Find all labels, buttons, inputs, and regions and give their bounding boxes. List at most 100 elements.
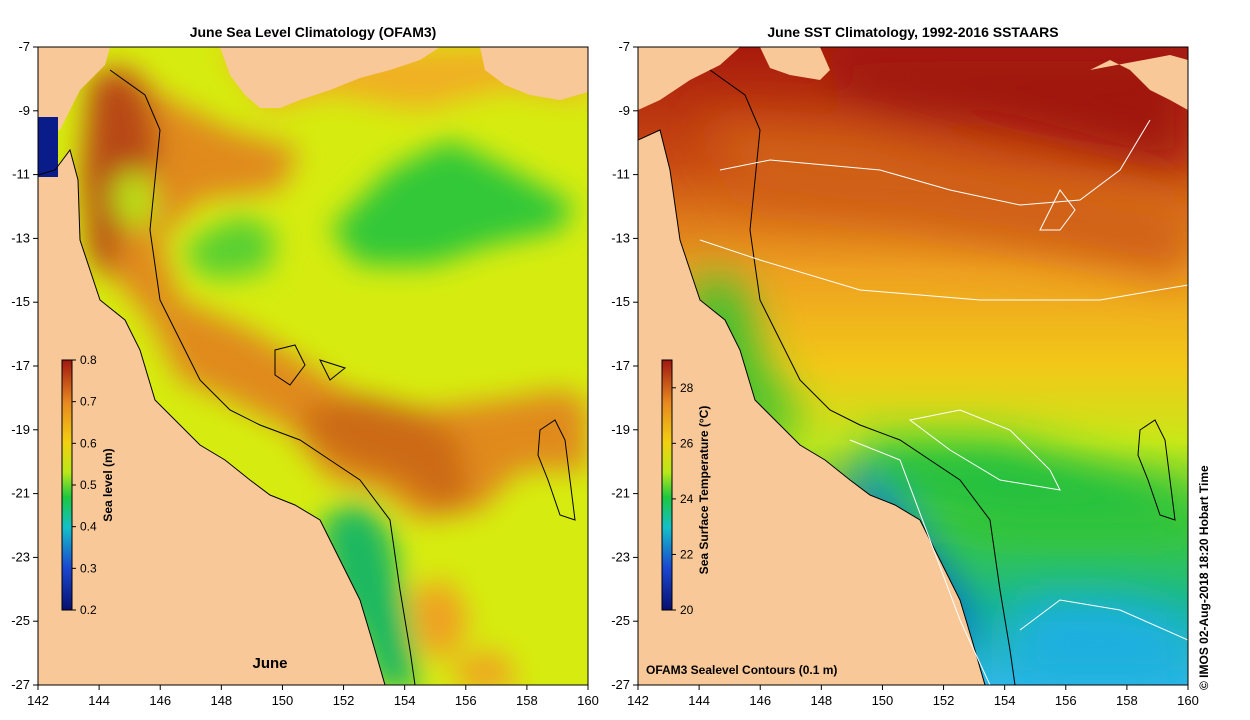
- sealevel-cape-york-low: [112, 170, 160, 235]
- sea-level-map: [38, 47, 588, 685]
- land-queensland: [638, 130, 985, 685]
- land-islands-east: [480, 47, 588, 100]
- left-x-tick-label: 150: [272, 693, 294, 708]
- left-y-tick-label: -7: [18, 39, 30, 54]
- left-x-tick-label: 160: [577, 693, 599, 708]
- sea-level-colorbar-label: Sea level (m): [101, 448, 115, 521]
- right-x-tick-label: 152: [933, 693, 955, 708]
- right-y-tick-label: -21: [611, 486, 630, 501]
- colorbar-tick-label: 0.8: [80, 353, 97, 367]
- sealevel-contour-6: [1019, 599, 1188, 641]
- right-y-tick-label: -11: [612, 167, 630, 182]
- colorbar-tick-label: 22: [680, 547, 694, 561]
- colorbar-tick-label: 0.6: [80, 436, 97, 450]
- left-y-tick-label: -17: [11, 358, 30, 373]
- left-y-tick-label: -27: [11, 677, 30, 692]
- left-y-tick-label: -15: [11, 294, 30, 309]
- sealevel-contour-4: [908, 409, 1061, 491]
- left-x-tick-label: 154: [394, 693, 416, 708]
- sealevel-southern-high-1: [410, 580, 470, 660]
- left-y-tick-label: -21: [11, 486, 30, 501]
- right-x-tick-label: 148: [810, 693, 832, 708]
- right-y-tick-label: -13: [611, 230, 630, 245]
- land-queensland: [38, 150, 385, 685]
- reef-outline-east: [1137, 419, 1176, 521]
- reef-outline-east: [537, 419, 576, 521]
- contours-label: OFAM3 Sealevel Contours (0.1 m): [646, 663, 837, 677]
- right-y-tick-label: -7: [618, 39, 630, 54]
- colorbar-tick-label: 24: [680, 492, 694, 506]
- sst-green-band: [860, 440, 1188, 530]
- left-x-tick-label: 142: [27, 693, 49, 708]
- right-y-tick-label: -9: [618, 103, 630, 118]
- coastline: [638, 129, 986, 685]
- left-x-tick-label: 148: [210, 693, 232, 708]
- reef-outline-central: [274, 344, 347, 386]
- sealevel-gulf-low: [185, 215, 275, 280]
- left-y-tick-label: -13: [11, 230, 30, 245]
- right-x-tick-label: 142: [627, 693, 649, 708]
- land-islands-east: [1090, 55, 1188, 110]
- left-title: June Sea Level Climatology (OFAM3): [190, 24, 437, 40]
- sst-colorbar: 28 26 24 22 20 Sea Surface Temperature (°C): [661, 359, 711, 617]
- right-x-tick-label: 150: [872, 693, 894, 708]
- coastline: [38, 148, 386, 685]
- right-x-tick-label: 158: [1116, 693, 1138, 708]
- colorbar-tick-label: 28: [680, 381, 694, 395]
- sst-warm-north: [820, 47, 1188, 170]
- sealevel-contour-2: [699, 239, 1188, 301]
- left-x-tick-label: 146: [149, 693, 171, 708]
- right-x-tick-label: 154: [994, 693, 1016, 708]
- right-x-tick-label: 146: [749, 693, 771, 708]
- left-y-tick-label: -23: [11, 549, 30, 564]
- sealevel-coral-sea-low: [330, 140, 575, 265]
- land-png-southeast: [760, 47, 830, 80]
- sealevel-high-coastal-band: [80, 65, 588, 520]
- left-x-tick-label: 152: [333, 693, 355, 708]
- right-y-tick-label: -27: [611, 677, 630, 692]
- land-png-southeast: [220, 47, 440, 108]
- sealevel-contour-3: [1039, 189, 1076, 231]
- dark-inlet-region: [38, 117, 58, 177]
- land-png-west: [38, 47, 110, 130]
- left-y-tick-label: -11: [12, 167, 30, 182]
- right-y-tick-label: -15: [611, 294, 630, 309]
- colorbar-tick-label: 26: [680, 436, 694, 450]
- sealevel-contour-5: [849, 439, 991, 685]
- sea-level-colorbar: 0.8 0.7 0.6 0.5 0.4 0.3 0.2 Sea level (m): [61, 353, 115, 617]
- right-x-tick-label: 144: [688, 693, 710, 708]
- right-x-tick-label: 156: [1055, 693, 1077, 708]
- colorbar-tick-label: 0.5: [80, 478, 97, 492]
- right-y-tick-label: -19: [611, 422, 630, 437]
- colorbar-tick-label: 0.7: [80, 395, 97, 409]
- left-x-tick-label: 156: [455, 693, 477, 708]
- sst-southern-pool: [1010, 600, 1188, 685]
- land-png-west: [638, 47, 740, 110]
- left-y-tick-label: -25: [11, 613, 30, 628]
- sst-colorbar-label: Sea Surface Temperature (°C): [697, 406, 711, 575]
- sealevel-southern-coastal-low: [320, 500, 419, 685]
- sealevel-contour-1: [719, 119, 1151, 206]
- colorbar-tick-label: 0.2: [80, 603, 97, 617]
- sealevel-peak-anomaly: [300, 395, 470, 510]
- left-y-tick-label: -19: [11, 422, 30, 437]
- sst-warm-tongue: [700, 120, 1188, 280]
- shelf-edge-contour: [109, 69, 416, 685]
- right-title: June SST Climatology, 1992-2016 SSTAARS: [767, 24, 1058, 40]
- colorbar-tick-label: 0.4: [80, 520, 97, 534]
- sealevel-southern-high-2: [455, 650, 518, 685]
- right-y-tick-label: -17: [611, 358, 630, 373]
- right-x-tick-label: 160: [1177, 693, 1199, 708]
- right-y-tick-label: -25: [611, 613, 630, 628]
- colorbar-tick-label: 20: [680, 603, 694, 617]
- colorbar-tick-label: 0.3: [80, 561, 97, 575]
- month-label: June: [252, 655, 287, 672]
- left-x-tick-label: 158: [516, 693, 538, 708]
- right-y-tick-label: -23: [611, 549, 630, 564]
- credit-text: © IMOS 02-Aug-2018 18:20 Hobart Time: [1197, 465, 1211, 690]
- sst-map: [638, 47, 1188, 685]
- left-y-tick-label: -9: [18, 103, 30, 118]
- shelf-edge-contour: [709, 69, 1016, 685]
- left-x-tick-label: 144: [88, 693, 110, 708]
